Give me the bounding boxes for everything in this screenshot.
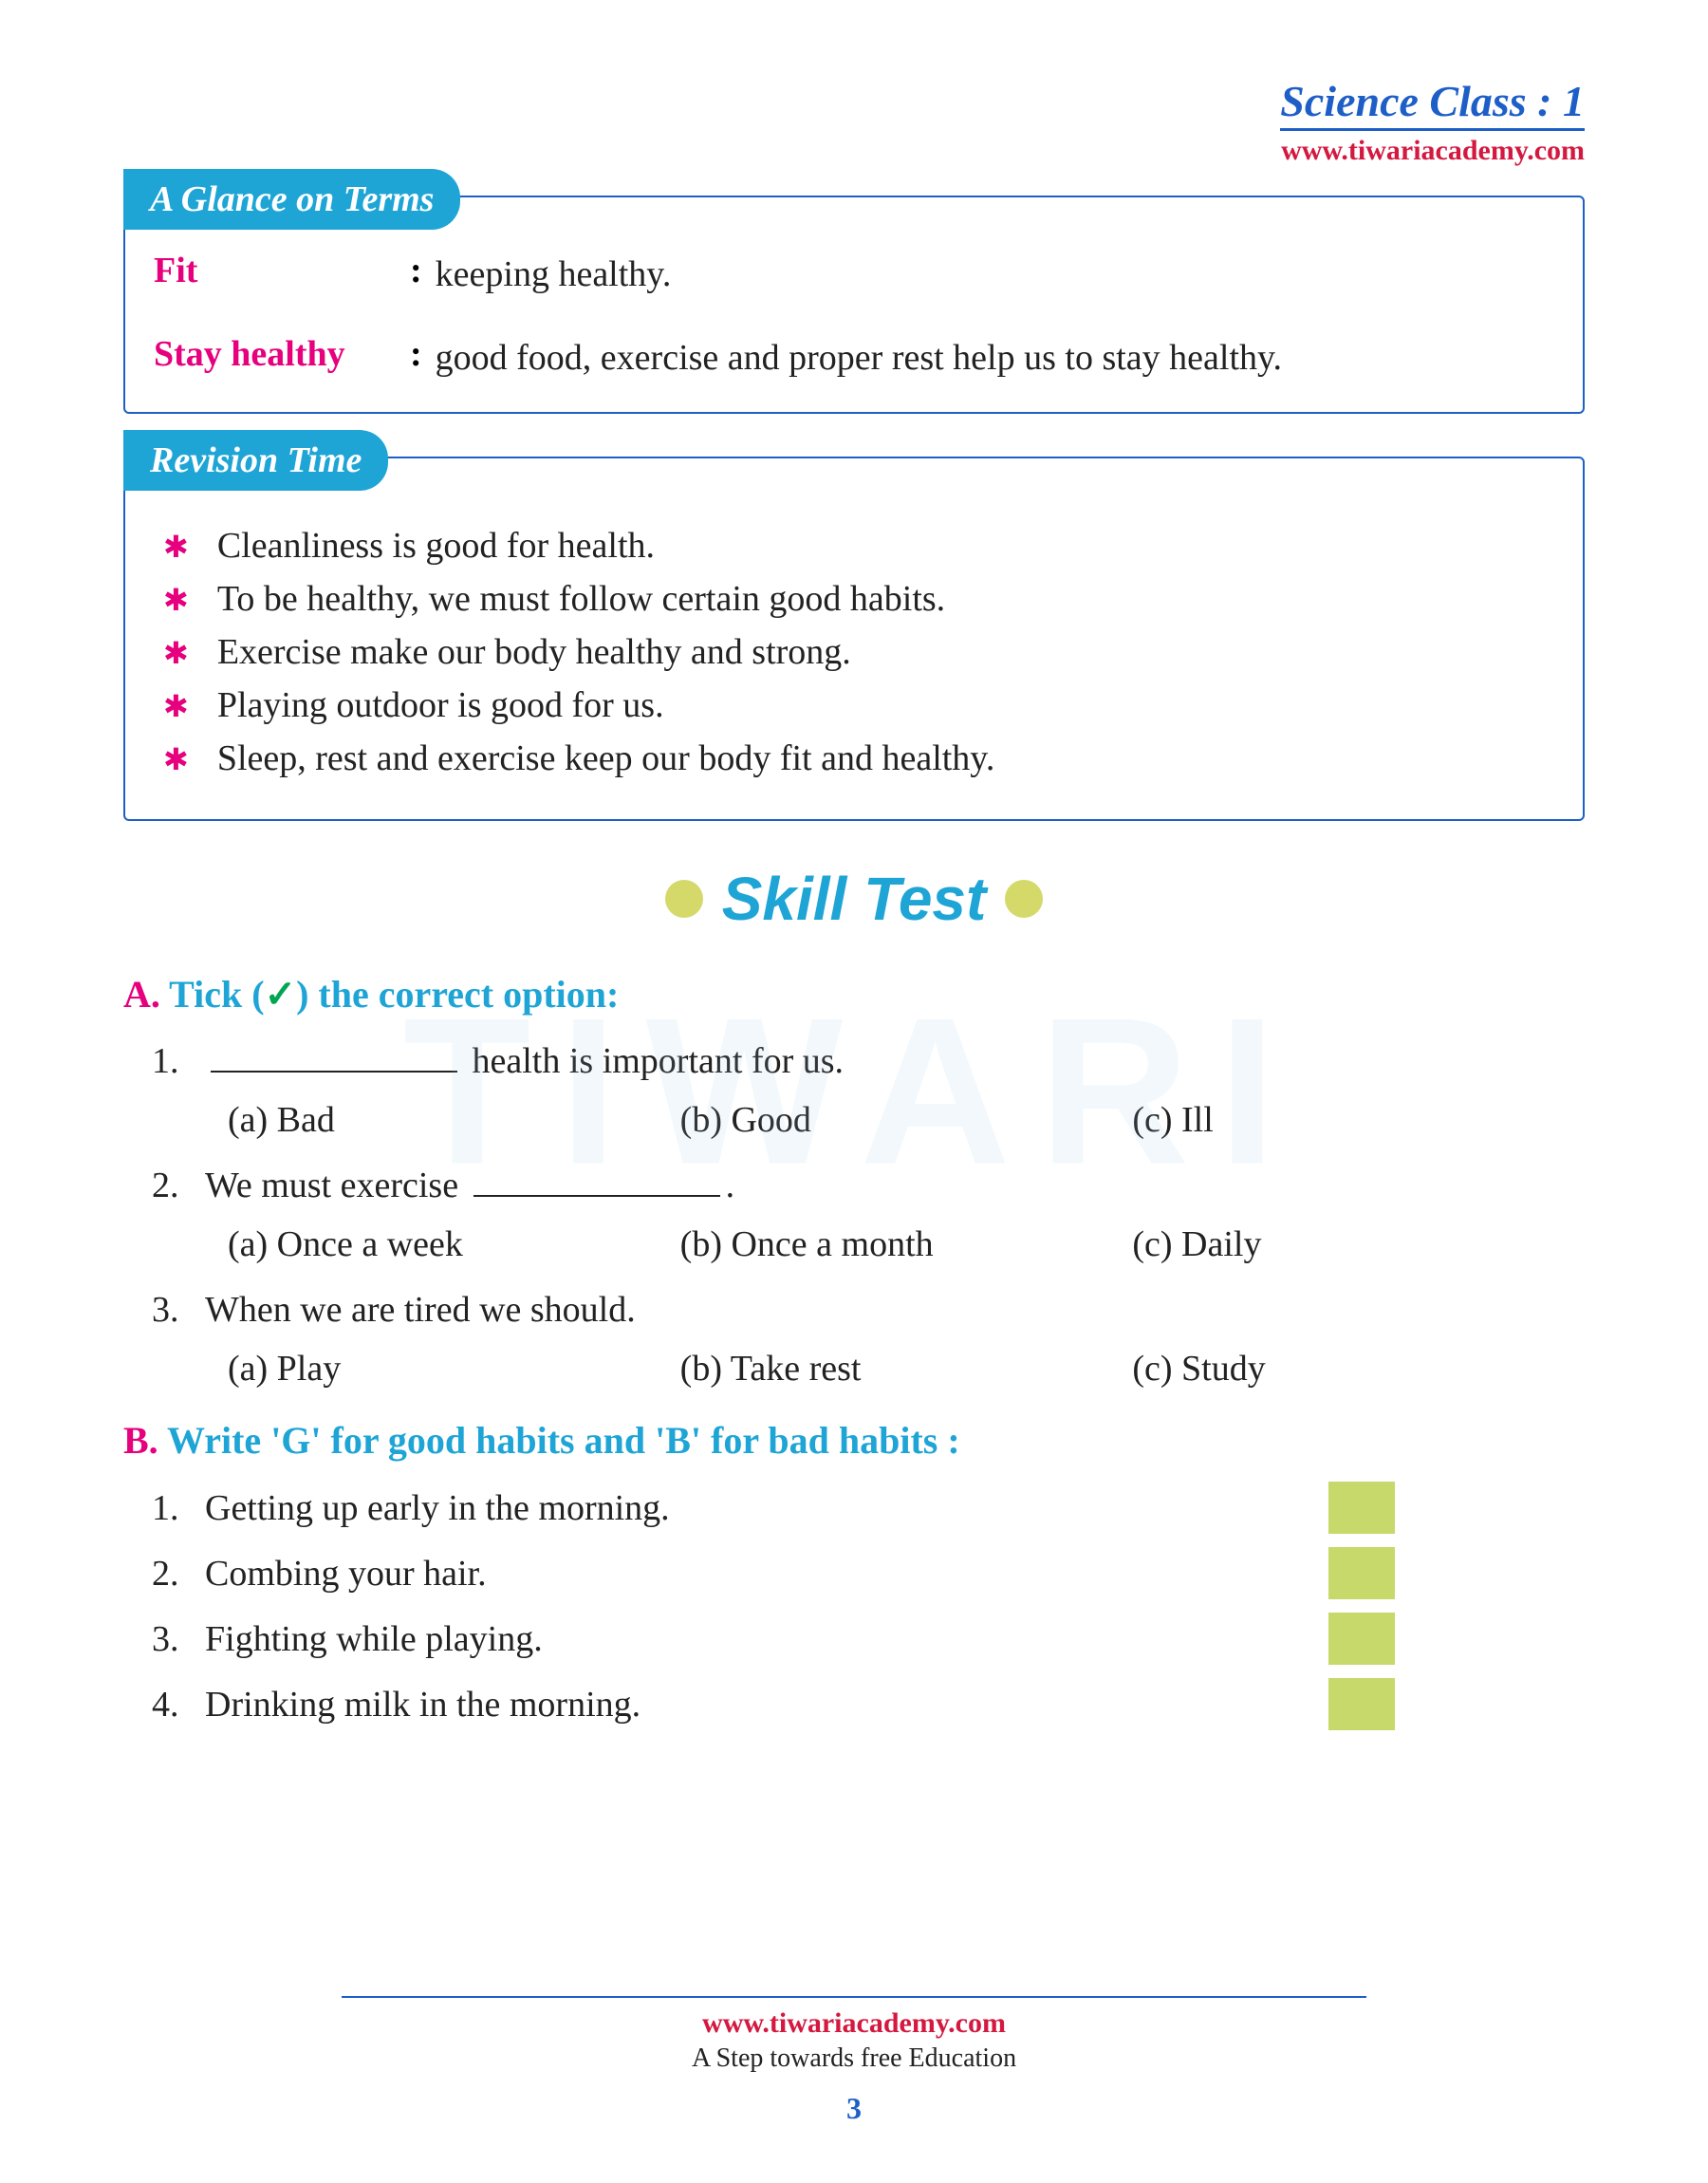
glance-term: Stay healthy [154, 333, 410, 383]
revision-title: Revision Time [123, 430, 388, 491]
option[interactable]: (c) Daily [1132, 1223, 1585, 1265]
answer-box[interactable] [1328, 1613, 1395, 1665]
divider [342, 1996, 1366, 1998]
rev-text: To be healthy, we must follow certain go… [217, 578, 945, 620]
option[interactable]: (a) Bad [228, 1099, 680, 1141]
rev-text: Sleep, rest and exercise keep our body f… [217, 737, 995, 779]
section-title: Write 'G' for good habits and 'B' for ba… [167, 1419, 960, 1462]
habit-text: 4.Drinking milk in the morning. [152, 1684, 1328, 1726]
section-b-head: B. Write 'G' for good habits and 'B' for… [123, 1418, 1585, 1463]
options-row: (a) Bad (b) Good (c) Ill [228, 1099, 1585, 1141]
question-text: 1. health is important for us. [152, 1040, 1585, 1082]
revision-list: ✱ Cleanliness is good for health. ✱ To be … [154, 525, 1554, 779]
question: 1. health is important for us. (a) Bad (… [152, 1040, 1585, 1141]
skill-test-heading: Skill Test [123, 864, 1585, 934]
bullet-icon: ✱ [163, 582, 189, 618]
section-letter: B. [123, 1419, 158, 1462]
option[interactable]: (a) Once a week [228, 1223, 680, 1265]
list-item: ✱ Cleanliness is good for health. [154, 525, 1554, 567]
habit-text: 3.Fighting while playing. [152, 1618, 1328, 1660]
habit-row: 4.Drinking milk in the morning. [152, 1678, 1585, 1730]
habit-row: 2.Combing your hair. [152, 1547, 1585, 1599]
option[interactable]: (a) Play [228, 1348, 680, 1390]
glance-row: Stay healthy : good food, exercise and p… [154, 333, 1554, 383]
colon: : [410, 333, 422, 383]
habit-text: 2.Combing your hair. [152, 1553, 1328, 1595]
options-row: (a) Once a week (b) Once a month (c) Dai… [228, 1223, 1585, 1265]
blank-line[interactable] [473, 1195, 720, 1197]
glance-box: A Glance on Terms Fit : keeping healthy.… [123, 196, 1585, 414]
answer-box[interactable] [1328, 1678, 1395, 1730]
rev-text: Cleanliness is good for health. [217, 525, 655, 567]
list-item: ✱ Sleep, rest and exercise keep our body … [154, 737, 1554, 779]
question-text: 2.We must exercise . [152, 1165, 1585, 1206]
question-text: 3.When we are tired we should. [152, 1289, 1585, 1331]
bullet-icon: ✱ [163, 688, 189, 724]
list-item: ✱ Playing outdoor is good for us. [154, 684, 1554, 726]
section-a-head: A. Tick (✓) the correct option: [123, 972, 1585, 1017]
answer-box[interactable] [1328, 1482, 1395, 1534]
glance-def: good food, exercise and proper rest help… [436, 333, 1282, 383]
section-letter: A. [123, 973, 160, 1016]
skill-title: Skill Test [722, 864, 987, 934]
habit-text: 1.Getting up early in the morning. [152, 1487, 1328, 1529]
blank-line[interactable] [211, 1071, 457, 1073]
bullet-icon: ✱ [163, 741, 189, 777]
option[interactable]: (b) Good [680, 1099, 1133, 1141]
option[interactable]: (b) Take rest [680, 1348, 1133, 1390]
footer-url: www.tiwariacademy.com [0, 2007, 1708, 2040]
page-header: Science Class : 1 www.tiwariacademy.com [123, 76, 1585, 167]
worksheet-page: TIWARI Science Class : 1 www.tiwariacade… [0, 0, 1708, 2183]
option[interactable]: (b) Once a month [680, 1223, 1133, 1265]
colon: : [410, 250, 422, 300]
revision-box: Revision Time ✱Cleanliness is good for h… [123, 457, 1585, 821]
rev-text: Playing outdoor is good for us. [217, 684, 664, 726]
section-title: Tick (✓) the correct option: [169, 973, 619, 1016]
footer-tagline: A Step towards free Education [0, 2043, 1708, 2074]
glance-term: Fit [154, 250, 410, 300]
question: 2.We must exercise . (a) Once a week (b)… [152, 1165, 1585, 1265]
glance-def: keeping healthy. [436, 250, 672, 300]
habit-row: 3.Fighting while playing. [152, 1613, 1585, 1665]
list-item: ✱ To be healthy, we must follow certain g… [154, 578, 1554, 620]
question: 3.When we are tired we should. (a) Play … [152, 1289, 1585, 1390]
option[interactable]: (c) Study [1132, 1348, 1585, 1390]
answer-box[interactable] [1328, 1547, 1395, 1599]
page-footer: www.tiwariacademy.com A Step towards fre… [0, 1996, 1708, 2126]
list-item: ✱ Exercise make our body healthy and stro… [154, 631, 1554, 673]
header-url: www.tiwariacademy.com [123, 135, 1585, 167]
dot-icon [665, 880, 703, 918]
option[interactable]: (c) Ill [1132, 1099, 1585, 1141]
options-row: (a) Play (b) Take rest (c) Study [228, 1348, 1585, 1390]
header-title: Science Class : 1 [1280, 76, 1585, 131]
glance-title: A Glance on Terms [123, 169, 460, 230]
page-number: 3 [0, 2091, 1708, 2126]
habit-row: 1.Getting up early in the morning. [152, 1482, 1585, 1534]
bullet-icon: ✱ [163, 635, 189, 671]
rev-text: Exercise make our body healthy and stron… [217, 631, 851, 673]
dot-icon [1005, 880, 1043, 918]
check-icon: ✓ [265, 973, 297, 1016]
bullet-icon: ✱ [163, 529, 189, 565]
glance-row: Fit : keeping healthy. [154, 250, 1554, 300]
